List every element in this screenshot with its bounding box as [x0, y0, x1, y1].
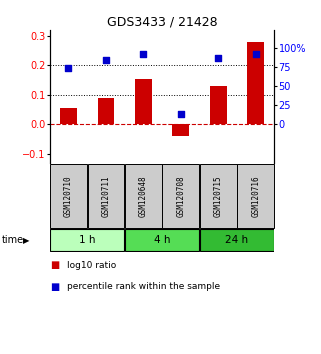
Text: log10 ratio: log10 ratio: [67, 261, 117, 270]
Title: GDS3433 / 21428: GDS3433 / 21428: [107, 16, 217, 29]
Bar: [210, 86, 227, 124]
Text: percentile rank within the sample: percentile rank within the sample: [67, 282, 221, 291]
Text: ▶: ▶: [23, 236, 30, 245]
Bar: [98, 98, 114, 124]
Text: ■: ■: [50, 260, 59, 270]
Bar: [60, 108, 77, 124]
Text: ■: ■: [50, 281, 59, 292]
Bar: [135, 79, 152, 124]
FancyBboxPatch shape: [200, 229, 274, 251]
Point: [253, 51, 258, 57]
Text: GSM120716: GSM120716: [251, 175, 260, 217]
FancyBboxPatch shape: [162, 164, 199, 228]
Text: 24 h: 24 h: [225, 235, 248, 245]
Point: [103, 57, 108, 62]
Bar: [247, 42, 264, 124]
FancyBboxPatch shape: [125, 229, 199, 251]
FancyBboxPatch shape: [88, 164, 124, 228]
Text: 1 h: 1 h: [79, 235, 95, 245]
Point: [141, 51, 146, 57]
Text: GSM120710: GSM120710: [64, 175, 73, 217]
FancyBboxPatch shape: [237, 164, 274, 228]
Point: [216, 55, 221, 61]
Text: GSM120715: GSM120715: [214, 175, 223, 217]
Point: [178, 112, 183, 117]
Text: 4 h: 4 h: [154, 235, 170, 245]
FancyBboxPatch shape: [200, 164, 237, 228]
Text: GSM120711: GSM120711: [101, 175, 110, 217]
Bar: [172, 124, 189, 136]
FancyBboxPatch shape: [50, 229, 124, 251]
Text: time: time: [2, 235, 24, 245]
FancyBboxPatch shape: [50, 164, 87, 228]
Text: GSM120648: GSM120648: [139, 175, 148, 217]
Text: GSM120708: GSM120708: [176, 175, 185, 217]
FancyBboxPatch shape: [125, 164, 162, 228]
Point: [66, 65, 71, 70]
